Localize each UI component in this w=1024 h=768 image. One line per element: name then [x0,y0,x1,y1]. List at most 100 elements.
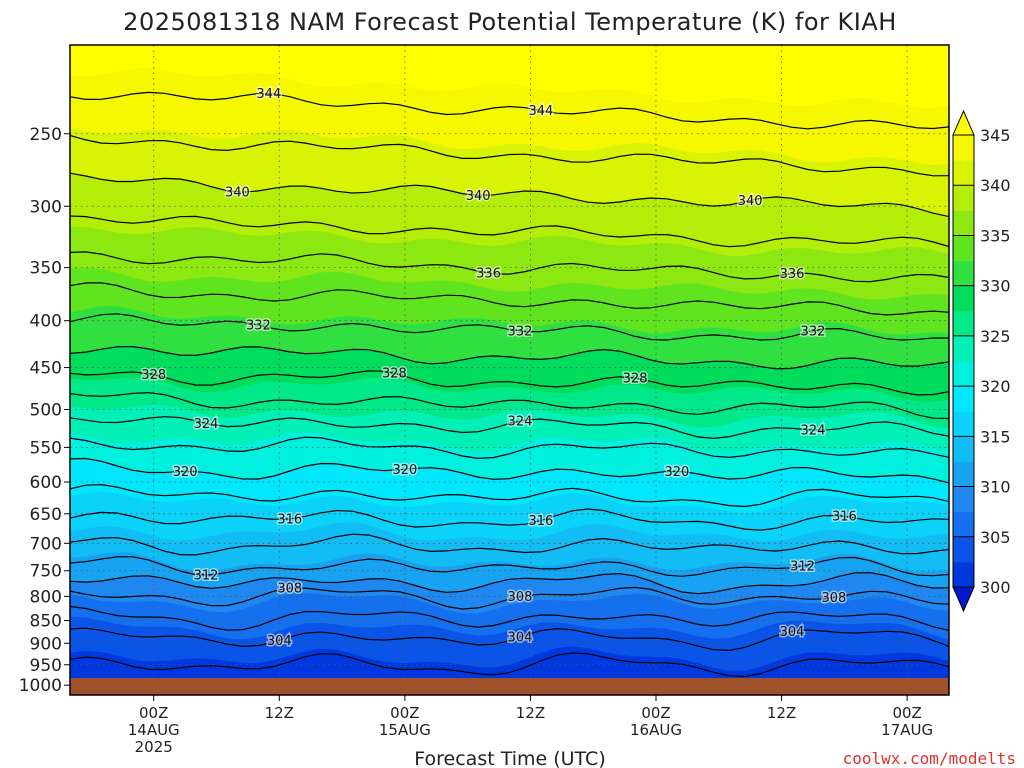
contour-line [70,436,949,460]
colorbar-tick-label: 345 [980,126,1011,145]
contour-label: 336 [476,267,501,282]
chart-title: 2025081318 NAM Forecast Potential Temper… [123,8,897,36]
contour-line [70,91,949,130]
theta-fill [70,45,949,695]
contour-line [70,313,949,341]
colorbar-swatch [953,486,974,513]
colorbar-swatch [953,235,974,262]
x-tick-label: 12Z [265,704,294,722]
contour-line [70,134,949,177]
x-tick-label: 2025 [135,738,173,756]
contour-line [70,586,949,610]
colorbar-swatch [953,285,974,312]
x-tick-label: 12Z [767,704,796,722]
contour-label: 316 [832,510,857,525]
colorbar-tick-label: 320 [980,377,1011,396]
colorbar-extend-bottom [952,586,975,613]
contour-label: 344 [528,104,553,119]
contour-label: 324 [508,414,533,429]
y-tick-label: 1000 [19,676,62,696]
contour-label: 324 [801,424,826,439]
contour-label: 340 [225,185,250,200]
colorbar-swatch [953,361,974,387]
colorbar-extend-top [952,109,975,136]
colorbar-swatch [953,436,974,462]
contour-label: 332 [508,325,533,340]
colorbar-tick-label: 325 [980,327,1011,346]
x-tick-label: 00Z [390,704,419,722]
y-tick-label: 800 [30,587,62,607]
colorbar-tick-label: 310 [980,478,1011,497]
contour-label: 312 [194,569,219,584]
contour-line [70,508,949,531]
grid [70,45,949,695]
colorbar-swatch [953,511,974,538]
contour-line [70,571,949,595]
y-tick-label: 450 [30,359,62,379]
colorbar-swatch [953,260,974,287]
y-tick-label: 650 [30,505,62,525]
contour-label: 316 [528,514,553,529]
y-tick-label: 400 [30,312,62,332]
y-tick-label: 350 [30,259,62,279]
contour-line [70,251,949,283]
contour-label: 328 [382,367,407,382]
contour-label: 344 [256,87,281,102]
contour-label: 320 [173,465,198,480]
terrain-bar [70,678,949,695]
contour-label: 340 [738,194,763,209]
colorbar-swatch [953,310,974,337]
contour-label: 332 [801,324,826,339]
contour-line [70,345,949,370]
contour-line [70,533,949,556]
contour-label: 336 [780,267,805,282]
colorbar-swatch [953,185,974,211]
y-tick-label: 600 [30,473,62,493]
y-axis: 2503003504004505005506006507007508008509… [19,125,70,696]
contour-label: 304 [508,631,533,646]
y-tick-label: 900 [30,634,62,654]
contour-line [70,370,949,396]
contour-label: 316 [277,512,302,527]
colorbar-swatch [953,335,974,362]
contour-label: 308 [277,582,302,597]
x-tick-label: 17AUG [881,721,933,739]
colorbar-swatch [953,411,974,437]
watermark: coolwx.com/modelts [843,749,1016,768]
contour-line [70,556,949,577]
colorbar-swatch [953,536,974,563]
contour-label: 328 [141,368,166,383]
colorbar-tick-label: 340 [980,176,1011,195]
contour-line [70,483,949,508]
contour-line [70,605,949,631]
x-tick-label: 00Z [892,704,921,722]
y-tick-label: 300 [30,197,62,217]
y-tick-label: 250 [30,125,62,145]
contour-line [70,627,949,652]
x-tick-label: 00Z [139,704,168,722]
contour-line [70,457,949,484]
colorbar-swatch [953,386,974,412]
contour-label: 332 [246,319,271,334]
contour-labels: 304 304 304 308 308 308 312 312 316 316 316 320 320 3… [140,85,858,650]
fill-band [83,691,364,695]
colorbar: 300 305 310 315 320 325 330 335 340 345 [952,109,1011,613]
y-tick-label: 500 [30,400,62,420]
x-tick-label: 12Z [516,704,545,722]
y-tick-label: 850 [30,612,62,632]
fill-band [70,45,949,108]
y-tick-label: 750 [30,562,62,582]
colorbar-tick-label: 315 [980,427,1011,446]
y-tick-label: 950 [30,656,62,676]
contour-label: 324 [194,417,219,432]
contour-line [70,215,949,248]
contour-line [70,282,949,316]
x-tick-label: 15AUG [379,721,431,739]
colorbar-swatch [953,561,974,588]
colorbar-swatch [953,210,974,236]
colorbar-tick-label: 330 [980,277,1011,296]
x-axis-label: Forecast Time (UTC) [414,748,605,768]
x-tick-label: 14AUG [128,721,180,739]
